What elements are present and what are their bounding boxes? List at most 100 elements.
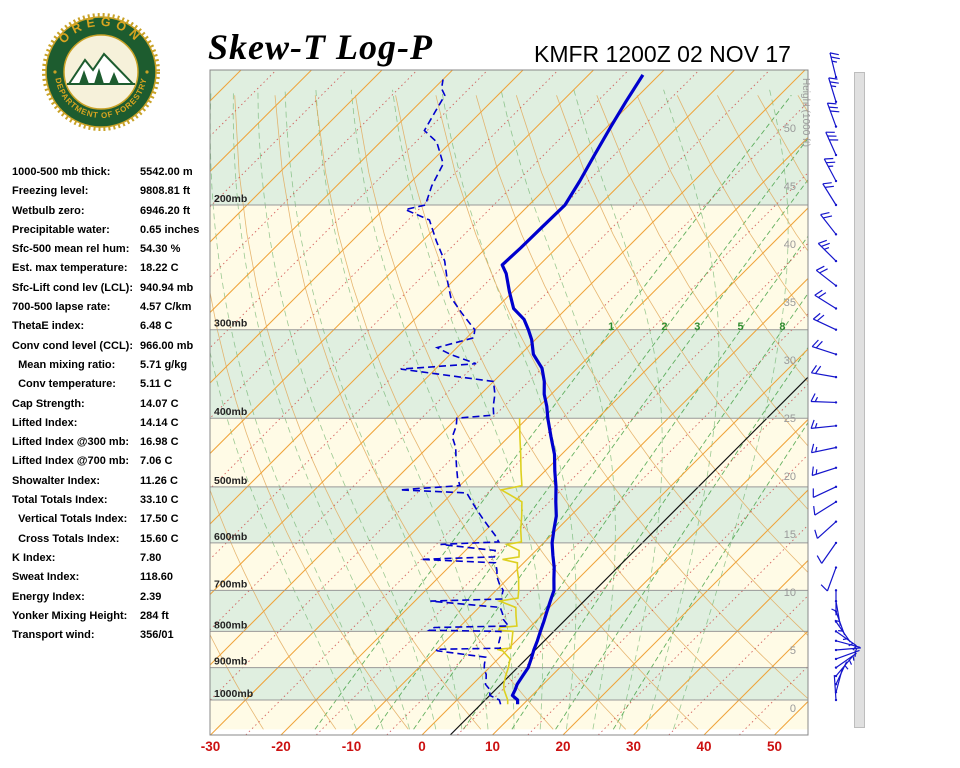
- moist-adiabat: [673, 89, 789, 730]
- dry-adiabat: [878, 95, 960, 729]
- station-datetime: KMFR 1200Z 02 NOV 17: [534, 41, 791, 67]
- index-value: 6946.20 ft: [140, 204, 191, 217]
- isotherm: [562, 489, 808, 735]
- isotherm-minor: [210, 70, 418, 278]
- moist-adiabat: [573, 89, 663, 730]
- index-label: Vertical Totals Index:: [12, 513, 128, 526]
- height-tick: 50: [784, 123, 796, 135]
- mixing-ratio-label: 1: [608, 321, 614, 333]
- index-row: Lifted Index @300 mb: 16.98 C: [12, 436, 227, 455]
- isotherm: [421, 348, 808, 735]
- height-tick: 20: [784, 471, 796, 483]
- index-row: Transport wind: 356/01: [12, 629, 227, 648]
- index-row: Mean mixing ratio: 5.71 g/kg: [12, 359, 227, 378]
- index-label: Lifted Index:: [12, 416, 78, 429]
- temp-tick: 50: [767, 739, 782, 754]
- isotherm-minor: [210, 70, 700, 560]
- index-label: Cross Totals Index:: [12, 532, 120, 545]
- index-value: 2.39: [140, 590, 162, 603]
- pressure-label: 600mb: [214, 531, 247, 543]
- index-row: Showalter Index: 11.26 C: [12, 475, 227, 494]
- isotherm: [351, 277, 808, 735]
- index-row: Sfc-Lift cond lev (LCL): 940.94 mb: [12, 282, 227, 301]
- height-tick: 0: [790, 703, 796, 715]
- dry-adiabat: [64, 95, 191, 729]
- isotherm-minor: [210, 70, 771, 631]
- temp-tick: 0: [418, 739, 426, 754]
- index-label: Lifted Index @700 mb:: [12, 455, 130, 468]
- index-label: Conv temperature:: [12, 378, 116, 391]
- index-row: Est. max temperature: 18.22 C: [12, 262, 227, 281]
- index-value: 0.65 inches: [140, 223, 200, 236]
- temp-tick: 30: [626, 739, 641, 754]
- isotherm: [280, 207, 808, 735]
- index-value: 17.50 C: [140, 513, 179, 526]
- index-row: 1000-500 mb thick: 5542.00 m: [12, 166, 227, 185]
- tree-icon: [109, 72, 119, 84]
- index-label: Energy Index:: [12, 590, 85, 603]
- tree-icon: [94, 68, 104, 84]
- index-value: 18.22 C: [140, 262, 179, 275]
- dry-adiabat: [919, 95, 960, 729]
- dry-adiabat: [210, 633, 264, 730]
- logo-dot: [53, 70, 57, 74]
- index-row: K Index: 7.80: [12, 552, 227, 571]
- index-row: Total Totals Index: 33.10 C: [12, 494, 227, 513]
- chart-border: [209, 69, 809, 736]
- index-value: 9808.81 ft: [140, 185, 191, 198]
- index-label: Lifted Index @300 mb:: [12, 436, 130, 449]
- height-tick: 40: [784, 239, 796, 251]
- pressure-label: 800mb: [214, 619, 247, 631]
- index-label: Conv cond level (CCL):: [12, 339, 134, 352]
- index-value: 966.00 mb: [140, 339, 194, 352]
- index-label: Cap Strength:: [12, 397, 85, 410]
- moist-adiabat: [210, 350, 357, 730]
- index-row: 700-500 lapse rate: 4.57 C/km: [12, 301, 227, 320]
- isotherm-minor: [210, 70, 348, 208]
- isotherm: [210, 70, 806, 666]
- moist-adiabat: [646, 89, 720, 730]
- isotherm-minor: [245, 172, 808, 735]
- isotherm: [633, 559, 808, 735]
- index-row: Freezing level: 9808.81 ft: [12, 185, 227, 204]
- temp-tick: 20: [555, 739, 570, 754]
- scrollbar[interactable]: [854, 72, 865, 728]
- pressure-label: 400mb: [214, 406, 247, 418]
- pressure-label: 900mb: [214, 656, 247, 668]
- index-label: Wetbulb zero:: [12, 204, 85, 217]
- temperature-line: [500, 74, 645, 705]
- index-label: K Index:: [12, 551, 56, 564]
- index-value: 940.94 mb: [140, 281, 194, 294]
- index-label: Total Totals Index:: [12, 494, 108, 507]
- index-label: 1000-500 mb thick:: [12, 166, 111, 178]
- dewpoint-line: [399, 79, 511, 705]
- index-value: 7.80: [140, 551, 162, 564]
- index-row: Precipitable water: 0.65 inches: [12, 224, 227, 243]
- index-label: Showalter Index:: [12, 474, 101, 487]
- isotherm: [210, 70, 383, 243]
- sounding-curves: [399, 74, 645, 705]
- index-value: 5.71 g/kg: [140, 358, 188, 371]
- isotherm-minor: [210, 70, 559, 419]
- index-value: 5.11 C: [140, 378, 172, 391]
- index-value: 16.98 C: [140, 436, 179, 449]
- index-row: Cross Totals Index: 15.60 C: [12, 533, 227, 552]
- mixing-ratio-line: [463, 235, 808, 730]
- dry-adiabat: [210, 488, 337, 730]
- mixing-ratio-line: [612, 421, 808, 730]
- height-tick: 25: [784, 413, 796, 425]
- index-value: 4.57 C/km: [140, 301, 192, 314]
- mixing-ratio-label: 2: [661, 321, 667, 333]
- index-label: Est. max temperature:: [12, 262, 128, 275]
- pressure-label: 700mb: [214, 578, 247, 590]
- mixing-ratio-label: 5: [737, 321, 743, 333]
- mixing-ratio-line: [375, 137, 808, 730]
- index-value: 11.26 C: [140, 474, 178, 487]
- tree-icon: [79, 70, 89, 84]
- mixing-ratio-line: [555, 346, 808, 730]
- height-tick: 10: [784, 587, 796, 599]
- index-row: Conv temperature: 5.11 C: [12, 378, 227, 397]
- logo-dot: [145, 70, 149, 74]
